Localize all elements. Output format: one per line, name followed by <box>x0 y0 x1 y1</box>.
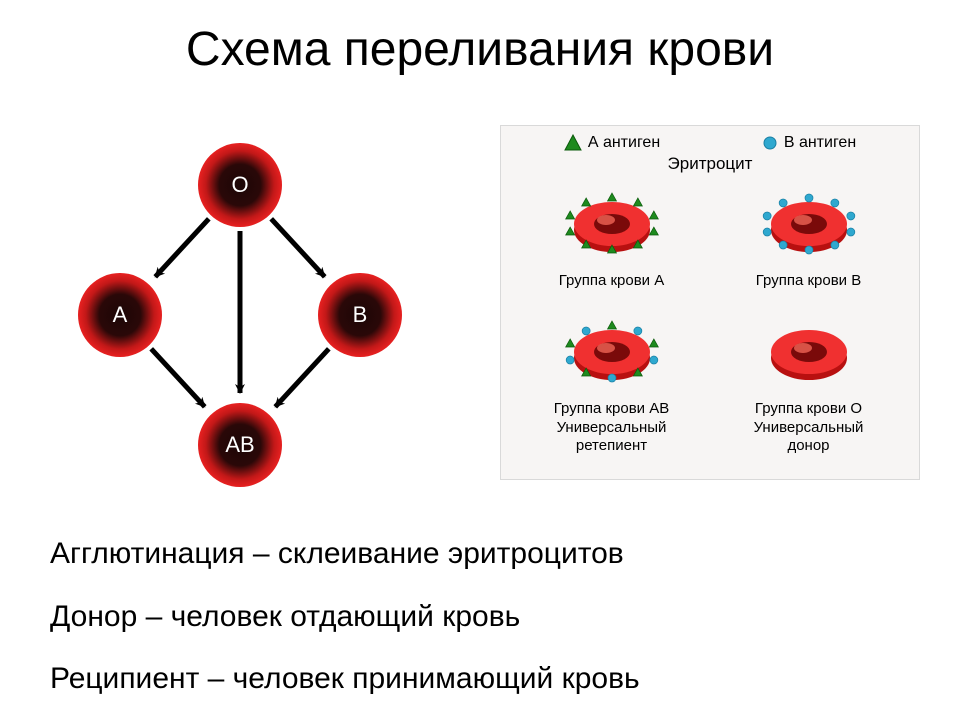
definitions: Агглютинация – склеивание эритроцитов До… <box>50 525 910 713</box>
arrows-group <box>151 219 329 407</box>
legend-a-label: А антиген <box>588 134 660 152</box>
triangle-icon <box>564 134 582 152</box>
circle-icon <box>762 135 778 151</box>
transfusion-diagram: OABAB <box>50 115 430 495</box>
legend-a-antigen: А антиген <box>564 134 660 152</box>
blood-cell-AB: Группа крови АВУниверсальныйретепиент <box>513 304 710 456</box>
cell-caption-A: Группа крови А <box>559 272 664 291</box>
arrow-O-A <box>155 219 209 277</box>
cells-grid: Группа крови А Группа крови В Группа кро… <box>513 176 907 456</box>
cell-caption-B: Группа крови В <box>756 272 861 291</box>
diagram-svg: OABAB <box>50 115 430 515</box>
antigen-panel: А антиген В антиген Эритроцит Группа кро… <box>500 125 920 480</box>
node-label-AB: AB <box>225 432 254 457</box>
erythrocyte-label: Эритроцит <box>513 154 907 174</box>
legend-b-antigen: В антиген <box>762 134 856 152</box>
legend: А антиген В антиген <box>513 134 907 152</box>
blood-cell-B: Группа крови В <box>710 176 907 304</box>
legend-b-label: В антиген <box>784 134 856 152</box>
definition-recipient: Реципиент – человек принимающий кровь <box>50 650 910 709</box>
node-label-B: B <box>353 302 368 327</box>
arrow-B-AB <box>275 349 329 407</box>
node-label-A: A <box>113 302 128 327</box>
blood-cell-O: Группа крови ОУниверсальныйдонор <box>710 304 907 456</box>
page: Схема переливания крови OABAB <box>0 0 960 720</box>
arrow-O-B <box>271 219 325 277</box>
cell-caption-O: Группа крови ОУниверсальныйдонор <box>754 400 864 456</box>
definition-donor: Донор – человек отдающий кровь <box>50 588 910 647</box>
definition-agglutination: Агглютинация – склеивание эритроцитов <box>50 525 910 584</box>
page-title: Схема переливания крови <box>0 22 960 77</box>
blood-cell-A: Группа крови А <box>513 176 710 304</box>
cell-caption-AB: Группа крови АВУниверсальныйретепиент <box>554 400 669 456</box>
node-label-O: O <box>231 172 248 197</box>
arrow-A-AB <box>151 349 205 407</box>
